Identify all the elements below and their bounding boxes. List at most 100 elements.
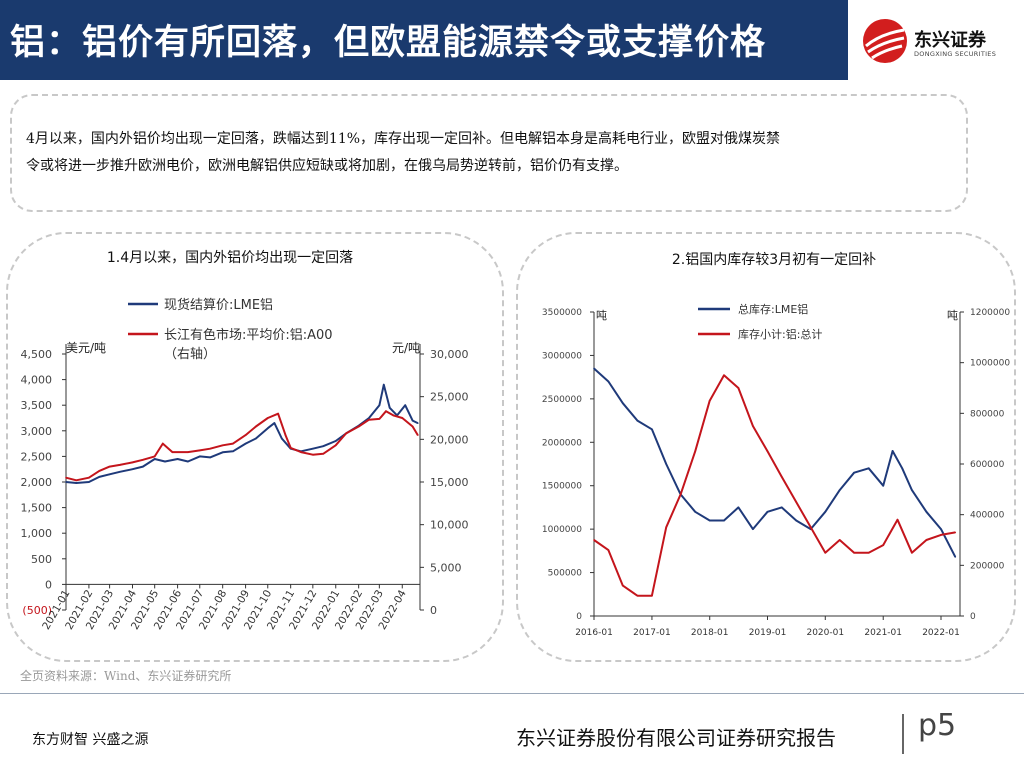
left-tick-label: 4,000	[21, 374, 53, 387]
series-point-changjiang	[171, 451, 174, 453]
header-bar: 铝：铝价有所回落，但欧盟能源禁令或支撑价格	[0, 0, 848, 80]
legend-label-lme-stock: 总库存:LME铝	[738, 302, 808, 316]
series-point-lme-stock	[651, 428, 653, 431]
aluminium-price-chart: 1.4月以来，国内外铝价均出现一定回落现货结算价:LME铝长江有色市场:平均价:…	[21, 250, 469, 632]
series-point-lme	[266, 427, 269, 430]
series-point-lme	[416, 422, 419, 424]
series-point-lme	[221, 451, 224, 454]
series-point-lme	[273, 422, 276, 424]
summary-line-2: 令或将进一步推升欧洲电价，欧洲电解铝供应短缺或将加剧，在俄乌局势逆转前，铝价仍有…	[26, 158, 628, 174]
series-point-lme-stock	[780, 506, 783, 509]
series-point-changjiang	[357, 425, 360, 428]
series-point-domestic-stock	[607, 549, 610, 551]
left-tick-label: 1500000	[542, 482, 582, 492]
series-point-lme	[119, 470, 121, 473]
left-tick-label: 2000000	[542, 438, 582, 448]
right-tick-label: 200000	[970, 561, 1005, 571]
x-tick-label: 2020-01	[806, 628, 844, 638]
series-point-domestic-stock	[679, 493, 682, 496]
series-point-lme-stock	[636, 419, 639, 422]
series-point-changjiang	[385, 410, 387, 412]
series-point-changjiang	[266, 417, 269, 419]
series-point-domestic-stock	[737, 387, 740, 389]
chart1-title: 1.4月以来，国内外铝价均出现一定回落	[107, 250, 353, 266]
series-point-lme	[312, 447, 314, 450]
summary-text: 4月以来，国内外铝价均出现一定回落，跌幅达到11%，库存出现一定回补。但电解铝本…	[26, 126, 936, 180]
logo-icon	[863, 19, 907, 63]
series-point-domestic-stock	[593, 539, 595, 541]
series-point-lme-stock	[901, 467, 904, 470]
x-tick-label: 2016-01	[575, 628, 613, 638]
page-number: p5	[918, 708, 957, 743]
series-point-lme	[142, 465, 144, 468]
chart2-title: 2.铝国内库存较3月初有一定回补	[672, 251, 876, 268]
series-point-lme	[322, 445, 324, 447]
series-point-domestic-stock	[824, 551, 827, 554]
right-tick-label: 600000	[970, 460, 1005, 470]
x-tick-label: 2022-01	[922, 628, 960, 638]
series-point-lme	[98, 476, 101, 478]
series-point-domestic-stock	[882, 544, 885, 546]
series-point-lme-stock	[882, 484, 885, 487]
series-point-domestic-stock	[723, 374, 725, 377]
series-point-changjiang	[300, 451, 302, 453]
right-tick-label: 25,000	[430, 391, 469, 404]
legend-label-changjiang: 长江有色市场:平均价:铝:A00	[164, 327, 333, 343]
series-point-lme	[382, 383, 385, 386]
series-point-lme	[164, 460, 166, 463]
series-point-domestic-stock	[795, 501, 797, 503]
right-tick-label: 1000000	[970, 359, 1010, 369]
series-point-changjiang	[198, 449, 201, 452]
series-point-lme	[153, 458, 156, 460]
series-point-domestic-stock	[954, 531, 957, 534]
legend-label-changjiang-axis-note: （右轴）	[164, 347, 216, 362]
series-point-domestic-stock	[940, 534, 942, 536]
series-line-lme	[65, 383, 419, 484]
series-point-lme-stock	[708, 519, 711, 522]
series-point-lme-stock	[940, 528, 942, 530]
left-tick-label: 1,500	[21, 502, 53, 515]
series-point-changjiang	[209, 447, 211, 450]
series-point-lme-stock	[954, 556, 957, 558]
series-point-lme-stock	[737, 506, 740, 509]
summary-box	[10, 94, 968, 212]
right-tick-label: 0	[970, 612, 976, 622]
series-point-lme	[108, 473, 111, 476]
right-tick-label: 30,000	[430, 348, 469, 361]
left-tick-label: 0	[45, 578, 52, 591]
series-point-lme	[232, 450, 234, 453]
series-point-domestic-stock	[752, 425, 754, 427]
page-title: 铝：铝价有所回落，但欧盟能源禁令或支撑价格	[10, 23, 767, 63]
series-point-lme	[88, 481, 90, 483]
series-point-lme	[176, 458, 179, 460]
series-point-changjiang	[108, 465, 111, 468]
series-point-domestic-stock	[896, 518, 899, 521]
series-point-domestic-stock	[708, 399, 711, 402]
series-point-domestic-stock	[636, 594, 639, 597]
series-point-changjiang	[244, 434, 247, 436]
series-point-lme	[198, 455, 201, 458]
series-point-lme-stock	[891, 450, 894, 452]
left-unit-label: 吨	[596, 309, 607, 322]
right-tick-label: 15,000	[430, 476, 469, 489]
series-point-lme	[255, 437, 257, 440]
series-point-domestic-stock	[809, 526, 812, 529]
series-point-changjiang	[334, 444, 337, 447]
right-tick-label: 800000	[970, 409, 1005, 419]
left-tick-label: 3,500	[21, 399, 53, 412]
series-point-changjiang	[312, 453, 314, 456]
series-point-changjiang	[131, 461, 134, 464]
series-point-lme	[411, 419, 414, 422]
series-point-changjiang	[277, 412, 279, 415]
series-point-changjiang	[75, 479, 78, 482]
series-point-changjiang	[65, 476, 67, 479]
series-point-lme-stock	[752, 528, 754, 530]
right-tick-label: 400000	[970, 511, 1005, 521]
series-point-lme-stock	[665, 463, 667, 465]
data-source: 全页资料来源：Wind、东兴证券研究所	[20, 669, 232, 683]
x-tick-label: 2017-01	[633, 628, 671, 638]
series-point-changjiang	[221, 444, 224, 447]
series-point-changjiang	[322, 453, 324, 455]
series-point-lme	[280, 437, 283, 440]
company-logo: 东兴证券 DONGXING SECURITIES	[848, 0, 1024, 80]
